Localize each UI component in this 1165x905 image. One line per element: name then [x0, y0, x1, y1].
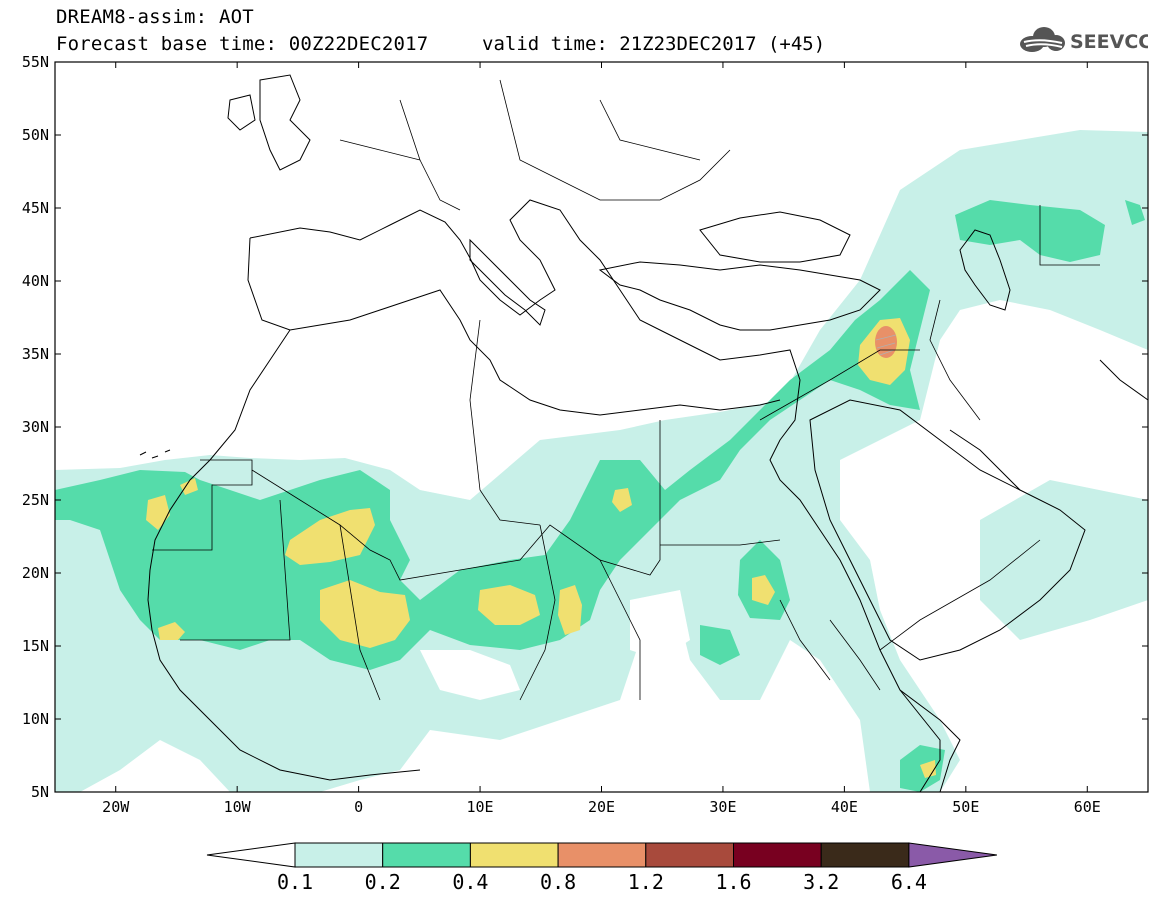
colorbar-swatch: [557, 842, 647, 868]
colorbar-swatch: [820, 842, 910, 868]
lat-tick-label: 40N: [22, 272, 49, 290]
aot-hatch: [875, 334, 897, 356]
colorbar-swatch: [382, 842, 471, 868]
forecast-base-time: Forecast base time: 00Z22DEC2017: [56, 33, 429, 55]
aot-contour-0-4: [146, 318, 936, 778]
colorbar-level-label: 0.1: [277, 870, 313, 894]
colorbar-level-label: 6.4: [891, 870, 927, 894]
cloud-icon: [1020, 27, 1065, 52]
lon-tick-label: 60E: [1074, 798, 1101, 816]
colorbar-level-label: 1.6: [715, 870, 751, 894]
country-borders: [152, 79, 1100, 701]
seevccc-logo: SEEVCCC: [1020, 27, 1148, 53]
lat-tick-label: 30N: [22, 418, 49, 436]
lat-tick-label: 25N: [22, 491, 49, 509]
logo-text: SEEVCCC: [1070, 31, 1148, 53]
lat-tick-label: 5N: [31, 783, 49, 801]
latitude-axis: 5N 10N 15N 20N 25N 30N 35N 40N 45N 50N 55N: [22, 53, 1148, 801]
lat-tick-label: 50N: [22, 126, 49, 144]
lon-tick-label: 20W: [102, 798, 130, 816]
lat-tick-label: 35N: [22, 345, 49, 363]
lat-tick-label: 20N: [22, 564, 49, 582]
lon-tick-label: 30E: [709, 798, 736, 816]
colorbar-upper-arrow: [908, 842, 997, 868]
lon-tick-label: 0: [354, 798, 363, 816]
colorbar-level-label: 1.2: [628, 870, 664, 894]
colorbar-level-label: 0.8: [540, 870, 576, 894]
lon-tick-label: 40E: [831, 798, 858, 816]
lon-tick-label: 20E: [588, 798, 615, 816]
colorbar-swatch: [469, 842, 559, 868]
lon-tick-label: 10E: [467, 798, 494, 816]
colorbar-level-label: 3.2: [803, 870, 839, 894]
colorbar-level-label: 0.4: [452, 870, 488, 894]
lon-tick-label: 50E: [952, 798, 979, 816]
colorbar-level-label: 0.2: [365, 870, 401, 894]
lat-tick-label: 55N: [22, 53, 49, 71]
colorbar-swatch: [733, 842, 822, 868]
colorbar-swatch: [294, 842, 384, 868]
colorbar-swatch: [645, 842, 734, 868]
coastlines: [139, 74, 1148, 792]
colorbar-lower-arrow: [206, 842, 296, 868]
lon-tick-label: 10W: [224, 798, 252, 816]
map-title: DREAM8-assim: AOT: [56, 6, 254, 28]
valid-time: valid time: 21Z23DEC2017 (+45): [482, 33, 826, 55]
lat-tick-label: 15N: [22, 637, 49, 655]
aot-colorbar: 0.1 0.2 0.4 0.8 1.2 1.6 3.2 6.4: [206, 842, 997, 894]
longitude-axis: 20W 10W 0 10E 20E 30E 40E 50E 60E: [102, 62, 1101, 816]
lat-tick-label: 45N: [22, 199, 49, 217]
aot-field-layer: [55, 130, 1148, 792]
lat-tick-label: 10N: [22, 710, 49, 728]
